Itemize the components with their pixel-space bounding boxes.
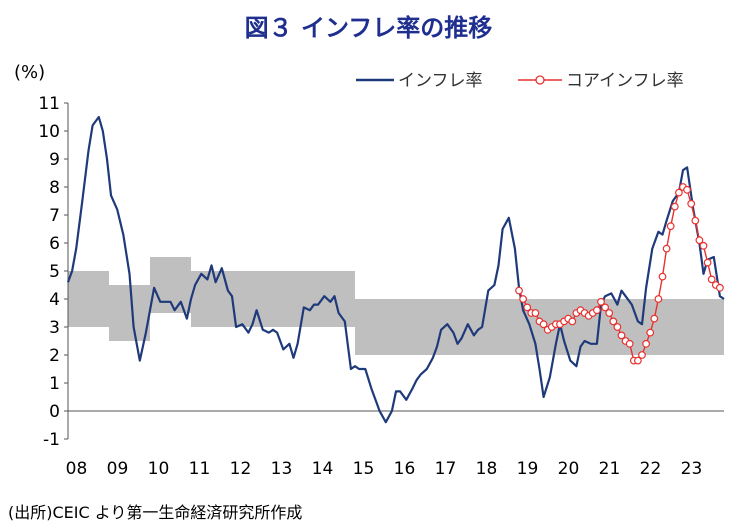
core-inflation-point — [691, 216, 700, 225]
x-tick-label: 19 — [517, 459, 539, 479]
target-band — [68, 257, 724, 355]
core-inflation-point — [699, 241, 708, 250]
core-inflation-point — [662, 244, 671, 253]
x-tick-label: 22 — [640, 459, 662, 479]
target-band-layer — [68, 257, 724, 355]
core-inflation-point — [634, 356, 642, 365]
core-inflation-point — [539, 320, 548, 329]
core-inflation-point — [646, 328, 655, 337]
core-inflation-point — [605, 309, 614, 317]
chart-title: 図３ インフレ率の推移 — [244, 14, 493, 42]
core-inflation-point — [716, 283, 724, 292]
y-tick-label: 9 — [49, 150, 60, 170]
core-inflation-point — [597, 297, 605, 306]
core-inflation-point — [593, 306, 601, 315]
y-tick-label: 3 — [49, 318, 60, 338]
core-inflation-point — [658, 272, 667, 281]
x-tick-label: 16 — [394, 459, 416, 479]
core-inflation-point — [707, 275, 716, 284]
source-note: (出所)CEIC より第一生命経済研究所作成 — [8, 503, 303, 522]
core-inflation-point — [642, 339, 650, 348]
y-tick-label: 7 — [49, 206, 60, 226]
core-inflation-point — [687, 199, 696, 208]
x-tick-label: 10 — [148, 459, 170, 479]
core-inflation-point — [654, 295, 663, 303]
y-tick-label: 8 — [49, 178, 60, 198]
y-tick-label: 11 — [38, 94, 60, 114]
x-tick-label: 23 — [681, 459, 703, 479]
x-tick-label: 11 — [189, 459, 211, 479]
x-tick-label: 09 — [107, 459, 129, 479]
core-inflation-point — [638, 351, 646, 359]
core-inflation-point — [601, 303, 609, 312]
legend-inflation-label: インフレ率 — [398, 71, 483, 91]
series-layer — [66, 115, 725, 424]
inflation-line — [66, 115, 725, 424]
core-inflation-point — [695, 236, 704, 245]
legend-core-label: コアインフレ率 — [566, 71, 684, 91]
y-tick-label: 4 — [49, 290, 60, 310]
core-inflation-point — [625, 339, 634, 348]
core-inflation-point — [531, 309, 540, 317]
x-tick-label: 13 — [271, 459, 293, 479]
core-inflation-point — [666, 222, 675, 231]
y-tick-label: 0 — [49, 402, 60, 422]
x-tick-label: 08 — [66, 459, 88, 479]
x-tick-label: 21 — [599, 459, 621, 479]
y-tick-label: 10 — [38, 122, 60, 142]
core-inflation-point — [523, 303, 532, 312]
legend: インフレ率 コアインフレ率 — [356, 71, 684, 91]
y-tick-label: 6 — [49, 234, 60, 254]
core-inflation-point — [675, 188, 683, 197]
core-inflation-point — [515, 286, 523, 295]
core-inflation-point — [609, 317, 618, 326]
core-inflation-point — [650, 314, 659, 323]
x-tick-label: 17 — [435, 459, 457, 479]
x-tick-label: 15 — [353, 459, 375, 479]
core-inflation-point — [568, 317, 577, 326]
x-tick-label: 20 — [558, 459, 580, 479]
core-inflation-point — [703, 258, 712, 267]
y-tick-label: 5 — [49, 262, 60, 282]
legend-core-marker — [535, 75, 545, 85]
y-tick-label: 2 — [49, 346, 60, 366]
x-tick-label: 12 — [230, 459, 252, 479]
core-inflation-point — [683, 185, 691, 194]
y-tick-label: -1 — [43, 430, 60, 450]
x-tick-label: 14 — [312, 459, 334, 479]
x-tick-label: 18 — [476, 459, 498, 479]
core-inflation-point — [670, 202, 679, 211]
core-inflation-point — [617, 331, 626, 340]
core-inflation-point — [519, 295, 527, 303]
y-axis-unit: (%) — [14, 62, 46, 83]
y-tick-label: 1 — [49, 374, 60, 394]
core-inflation-point — [613, 323, 622, 331]
